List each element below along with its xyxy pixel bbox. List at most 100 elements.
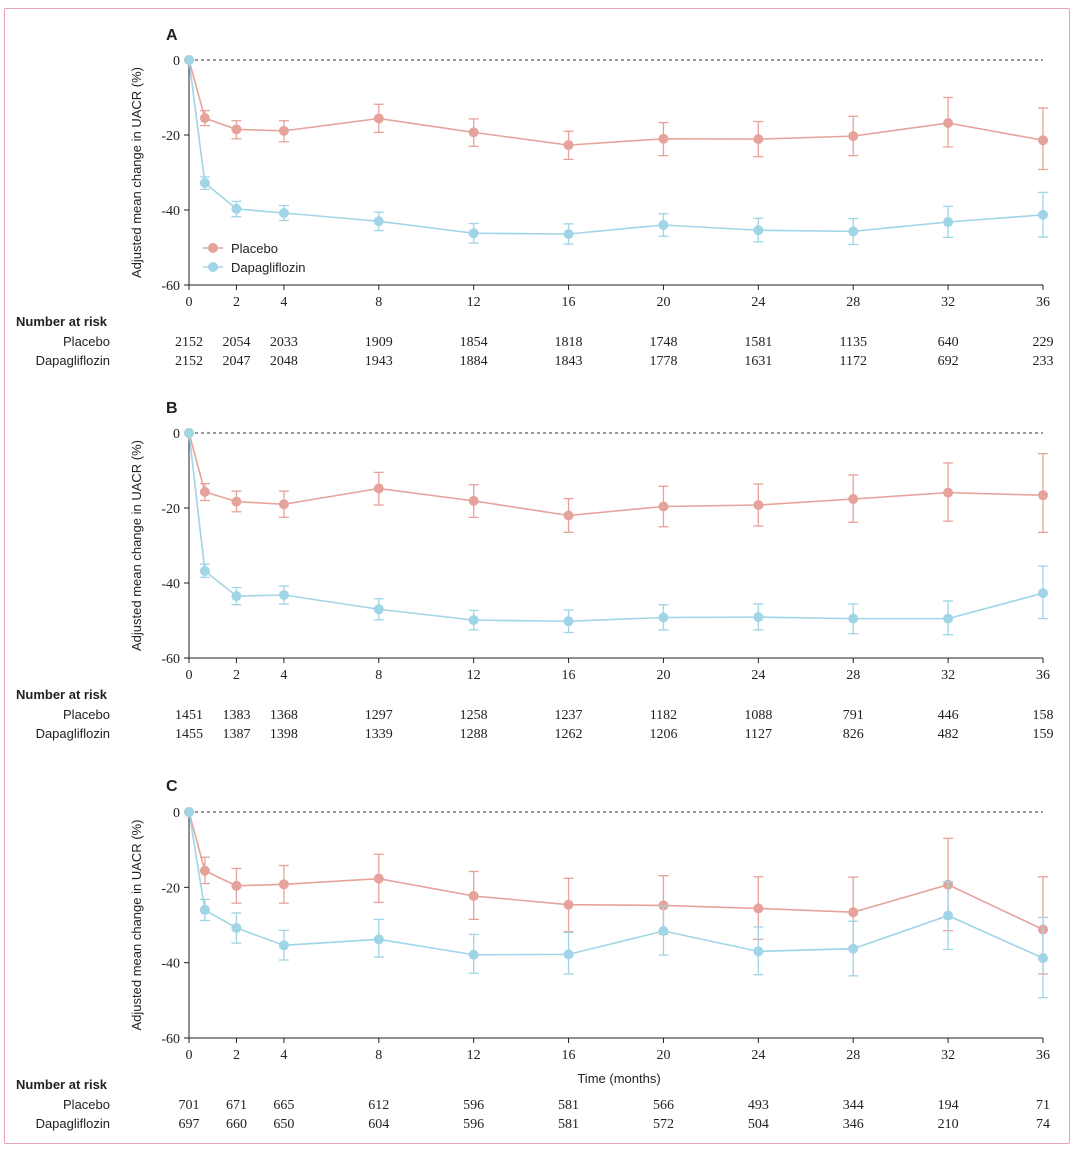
data-point-c-dapagliflozin-8 [753, 946, 764, 957]
x-tick-label-b-0: 0 [186, 668, 193, 683]
data-point-c-dapagliflozin-4 [373, 934, 384, 945]
data-point-b-placebo-5 [468, 495, 479, 506]
x-tick-label-c-4: 12 [467, 1048, 481, 1063]
risk-value-dapagliflozin-a-7: 1631 [744, 354, 772, 369]
risk-header-b: Number at risk [16, 687, 108, 702]
data-point-b-placebo-1 [199, 486, 210, 497]
data-point-c-dapagliflozin-9 [848, 943, 859, 954]
data-point-b-placebo-6 [563, 510, 574, 521]
risk-value-placebo-a-2: 2033 [270, 335, 298, 350]
risk-value-placebo-a-10: 229 [1033, 335, 1054, 350]
x-tick-label-c-5: 16 [562, 1048, 576, 1063]
risk-value-dapagliflozin-c-4: 596 [463, 1117, 484, 1132]
risk-label-placebo-c: Placebo [63, 1097, 110, 1112]
x-tick-label-a-2: 4 [280, 295, 287, 310]
data-point-b-dapagliflozin-6 [563, 616, 574, 627]
data-point-b-placebo-3 [278, 499, 289, 510]
risk-value-dapagliflozin-a-5: 1843 [555, 354, 583, 369]
data-point-c-dapagliflozin-5 [468, 949, 479, 960]
data-point-a-placebo-1 [199, 113, 210, 124]
risk-value-placebo-c-8: 344 [843, 1098, 864, 1113]
data-point-c-dapagliflozin-1 [199, 904, 210, 915]
data-point-a-placebo-7 [658, 133, 669, 144]
risk-value-dapagliflozin-b-8: 826 [843, 727, 864, 742]
data-point-c-placebo-8 [753, 903, 764, 914]
y-tick-label-c-1: -20 [161, 881, 180, 896]
risk-value-placebo-b-8: 791 [843, 708, 864, 723]
x-tick-label-b-9: 32 [941, 668, 955, 683]
data-point-c-dapagliflozin-7 [658, 926, 669, 937]
risk-value-placebo-a-0: 2152 [175, 335, 203, 350]
x-tick-label-a-0: 0 [186, 295, 193, 310]
x-tick-label-c-3: 8 [375, 1048, 382, 1063]
risk-value-dapagliflozin-b-2: 1398 [270, 727, 298, 742]
risk-value-dapagliflozin-c-2: 650 [273, 1117, 294, 1132]
data-point-c-placebo-2 [231, 880, 242, 891]
risk-value-dapagliflozin-b-6: 1206 [649, 727, 677, 742]
y-axis-label-c: Adjusted mean change in UACR (%) [129, 820, 144, 1031]
data-point-c-placebo-7 [658, 900, 669, 911]
risk-value-placebo-c-4: 596 [463, 1098, 484, 1113]
data-point-c-dapagliflozin-0 [184, 807, 194, 817]
data-point-c-placebo-3 [278, 879, 289, 890]
y-tick-label-b-1: -20 [161, 502, 180, 517]
risk-value-placebo-a-6: 1748 [649, 335, 677, 350]
x-tick-label-c-10: 36 [1036, 1048, 1050, 1063]
data-point-b-dapagliflozin-3 [278, 590, 289, 600]
x-tick-label-b-5: 16 [562, 668, 576, 683]
y-tick-label-c-2: -40 [161, 957, 180, 972]
risk-value-placebo-b-1: 1383 [222, 708, 250, 723]
data-point-b-dapagliflozin-2 [231, 591, 242, 602]
risk-label-dapagliflozin-b: Dapagliflozin [36, 726, 110, 741]
data-point-c-dapagliflozin-10 [943, 910, 954, 921]
data-point-a-dapagliflozin-10 [943, 217, 954, 227]
legend-marker-placebo [208, 243, 218, 253]
risk-value-dapagliflozin-b-5: 1262 [555, 727, 583, 742]
risk-value-placebo-c-7: 493 [748, 1098, 769, 1113]
data-point-a-placebo-6 [563, 140, 574, 151]
risk-value-placebo-b-6: 1182 [650, 708, 677, 723]
risk-value-placebo-c-6: 566 [653, 1098, 674, 1113]
risk-value-dapagliflozin-b-4: 1288 [460, 727, 488, 742]
data-point-c-dapagliflozin-2 [231, 923, 242, 934]
data-point-c-dapagliflozin-3 [278, 940, 289, 951]
x-tick-label-a-8: 28 [846, 295, 860, 310]
panel-label-c: C [166, 778, 178, 795]
x-tick-label-b-10: 36 [1036, 668, 1050, 683]
series-line-c-placebo [188, 811, 1044, 931]
data-point-b-placebo-4 [373, 483, 384, 494]
risk-header-a: Number at risk [16, 314, 108, 329]
y-tick-label-a-0: 0 [173, 54, 180, 69]
risk-value-placebo-c-5: 581 [558, 1098, 579, 1113]
risk-value-dapagliflozin-c-10: 74 [1036, 1117, 1050, 1132]
data-point-a-dapagliflozin-11 [1038, 209, 1048, 220]
risk-value-placebo-b-9: 446 [938, 708, 959, 723]
data-point-b-placebo-2 [231, 496, 242, 507]
x-tick-label-c-9: 32 [941, 1048, 955, 1063]
risk-value-dapagliflozin-a-10: 233 [1033, 354, 1054, 369]
x-tick-label-c-8: 28 [846, 1048, 860, 1063]
risk-value-dapagliflozin-b-0: 1455 [175, 727, 203, 742]
series-line-b-placebo [188, 432, 1044, 517]
risk-value-dapagliflozin-a-8: 1172 [839, 354, 866, 369]
data-point-b-dapagliflozin-8 [753, 612, 764, 623]
data-point-b-dapagliflozin-10 [943, 613, 954, 624]
x-tick-label-b-8: 28 [846, 668, 860, 683]
x-tick-label-b-3: 8 [375, 668, 382, 683]
data-point-a-placebo-8 [753, 134, 764, 145]
panel-label-b: B [166, 400, 178, 417]
risk-label-dapagliflozin-a: Dapagliflozin [36, 353, 110, 368]
data-point-b-dapagliflozin-11 [1038, 588, 1048, 599]
x-tick-label-a-4: 12 [467, 295, 481, 310]
x-tick-label-b-7: 24 [751, 668, 765, 683]
risk-value-dapagliflozin-c-6: 572 [653, 1117, 674, 1132]
data-point-b-dapagliflozin-5 [468, 615, 479, 626]
risk-value-placebo-b-0: 1451 [175, 708, 203, 723]
data-point-c-placebo-1 [199, 865, 210, 876]
data-point-a-placebo-10 [943, 118, 954, 128]
data-point-b-placebo-8 [753, 500, 764, 510]
y-tick-label-c-3: -60 [161, 1032, 180, 1047]
legend-label-placebo: Placebo [231, 241, 278, 256]
data-point-c-placebo-9 [848, 907, 859, 918]
